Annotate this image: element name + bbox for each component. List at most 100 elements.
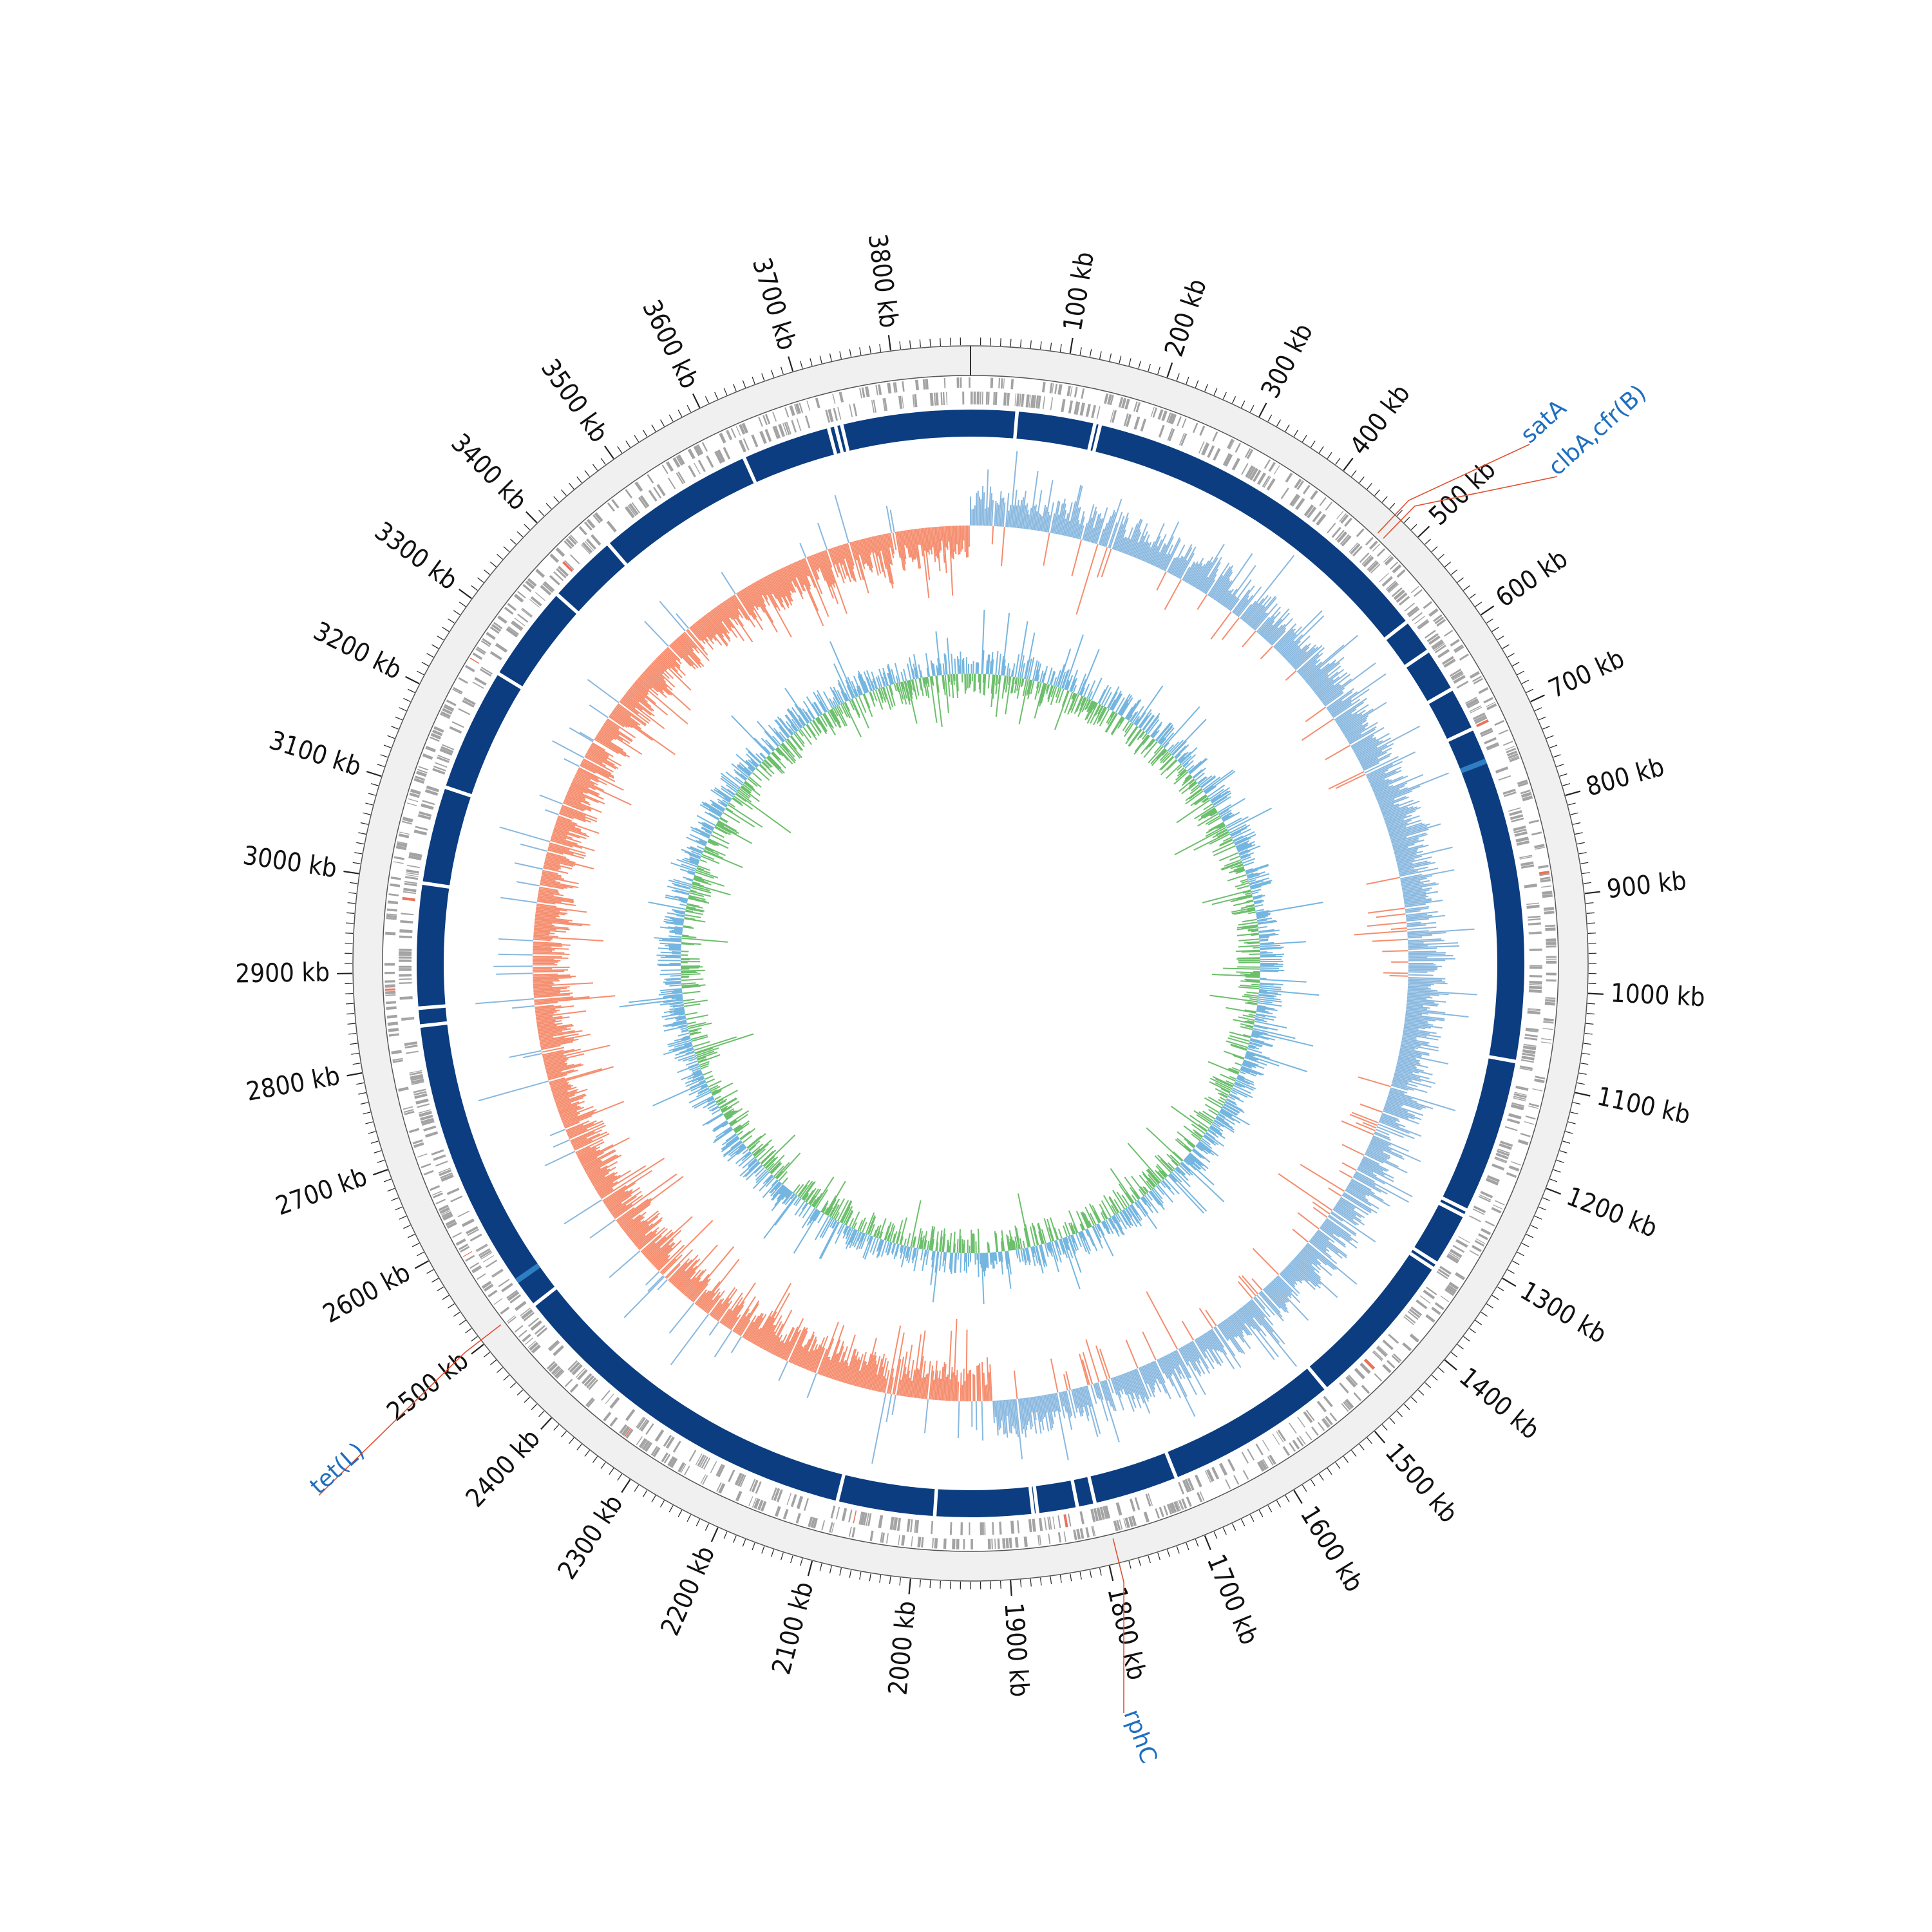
gc-bar <box>1080 1211 1089 1229</box>
tick-label: 3100 kb <box>266 725 365 782</box>
cds-feature <box>987 392 990 405</box>
gc-bar <box>1110 1168 1135 1204</box>
cds-feature <box>1143 1511 1150 1522</box>
skew-bar <box>1381 806 1400 814</box>
skew-bar <box>589 704 609 719</box>
gc-bar <box>1227 1037 1249 1045</box>
cds-feature <box>507 603 517 611</box>
skew-bar <box>1404 1022 1443 1029</box>
gc-bar <box>1132 706 1144 724</box>
gc-bar <box>1079 697 1086 712</box>
cds-feature <box>714 451 723 464</box>
skew-bar <box>806 556 823 594</box>
minor-tick <box>1570 1112 1578 1115</box>
skew-bar <box>1397 856 1432 866</box>
gc-bar <box>991 1252 994 1269</box>
skew-bar <box>714 1330 733 1358</box>
skew-bar <box>1208 575 1224 597</box>
skew-bar <box>1406 924 1426 927</box>
cds-feature <box>1458 1236 1470 1244</box>
cds-feature <box>1317 1422 1325 1432</box>
minor-tick <box>1367 1437 1372 1444</box>
skew-bar <box>1344 724 1363 736</box>
skew-bar <box>641 673 665 694</box>
cds-feature <box>853 403 858 417</box>
skew-bar <box>542 1048 574 1057</box>
skew-bar <box>533 942 562 945</box>
skew-bar <box>1036 513 1041 531</box>
skew-bar <box>1337 704 1369 726</box>
cds-feature <box>1367 560 1378 571</box>
tick-label: 2200 kb <box>656 1542 721 1640</box>
cds-feature <box>1520 791 1532 798</box>
skew-bar <box>795 562 824 627</box>
gc-bar <box>990 1252 993 1263</box>
cds-feature <box>956 1539 960 1549</box>
minor-tick <box>1507 1269 1515 1274</box>
minor-tick <box>561 489 567 496</box>
skew-bar <box>1350 1179 1375 1195</box>
skew-bar <box>624 1216 645 1233</box>
minor-tick <box>421 661 429 667</box>
cds-feature <box>1155 1508 1160 1519</box>
gc-bar <box>1249 880 1264 886</box>
gc-bar <box>739 1130 751 1140</box>
minor-tick <box>1417 1389 1425 1396</box>
skew-bar <box>690 1278 709 1301</box>
skew-bar <box>1367 1148 1390 1160</box>
skew-bar <box>1198 1336 1208 1350</box>
cds-feature <box>748 1496 753 1506</box>
gc-bar <box>671 909 686 913</box>
skew-bar <box>1156 1359 1164 1374</box>
gc-bar <box>1085 1229 1095 1247</box>
skew-bar <box>1374 1131 1390 1139</box>
cds-feature <box>453 687 463 694</box>
cds-feature <box>482 638 492 646</box>
skew-bar <box>855 540 860 555</box>
minor-tick <box>723 388 728 395</box>
gc-bar <box>687 1021 696 1025</box>
gc-bar <box>1070 694 1078 711</box>
cds-feature <box>696 444 703 455</box>
skew-bar <box>1071 539 1083 576</box>
skew-bar <box>786 1329 802 1361</box>
skew-bar <box>1046 515 1050 533</box>
cds-feature <box>390 876 401 880</box>
cds-feature <box>564 1378 573 1387</box>
skew-bar <box>1198 1307 1214 1329</box>
gc-bar <box>1188 761 1202 773</box>
skew-bar <box>1364 1153 1384 1164</box>
gc-bar <box>949 1233 952 1253</box>
cds-feature <box>1199 1491 1205 1501</box>
cds-feature <box>1359 553 1370 563</box>
skew-bar <box>1130 531 1142 556</box>
gc-bar <box>683 1035 690 1039</box>
gc-bar <box>1240 984 1260 988</box>
gc-bar <box>1183 762 1189 768</box>
gc-bar <box>843 1226 849 1235</box>
gc-bar <box>1208 1096 1224 1106</box>
cds-feature <box>587 1399 596 1408</box>
cds-feature <box>522 583 532 592</box>
skew-bar <box>1339 1170 1353 1179</box>
cds-feature <box>1474 1240 1485 1247</box>
skew-bar <box>573 777 632 806</box>
skew-bar <box>1351 1112 1379 1124</box>
skew-bar <box>781 1341 790 1359</box>
skew-bar <box>1194 556 1214 588</box>
cds-feature <box>399 978 412 980</box>
minor-tick <box>1457 1344 1464 1350</box>
cds-feature <box>450 1195 463 1202</box>
cds-feature <box>672 1441 681 1453</box>
skew-bar <box>535 920 583 927</box>
gc-bar <box>1025 1247 1029 1261</box>
skew-bar <box>1369 1142 1405 1160</box>
minor-tick <box>483 1352 490 1358</box>
gc-bar <box>1049 670 1055 685</box>
cds-feature <box>1085 1527 1090 1538</box>
skew-bar <box>1170 558 1180 575</box>
skew-bar <box>1372 1135 1409 1152</box>
tick-label: 900 kb <box>1605 866 1688 905</box>
skew-bar <box>853 1354 864 1386</box>
